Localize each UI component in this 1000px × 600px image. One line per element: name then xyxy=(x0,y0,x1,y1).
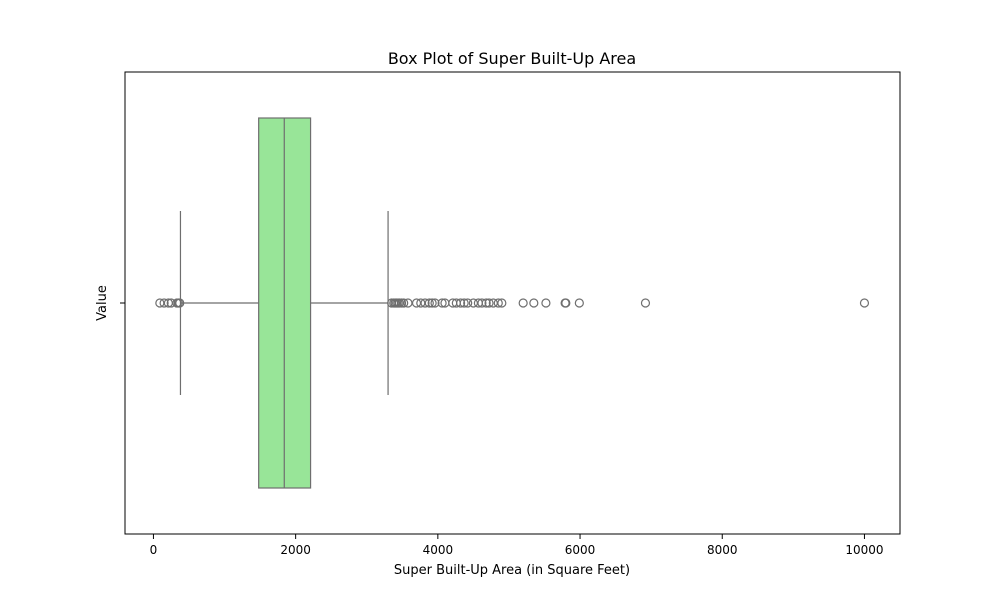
outlier-point xyxy=(541,298,551,308)
outlier-point xyxy=(477,298,487,308)
outlier-point xyxy=(437,298,447,308)
outlier-point xyxy=(420,298,430,308)
outlier-point xyxy=(493,298,503,308)
outlier-point xyxy=(481,298,491,308)
x-tick-label: 0 xyxy=(150,543,158,557)
outlier-point xyxy=(859,298,870,308)
outlier-point xyxy=(455,298,466,308)
outlier-point xyxy=(484,298,494,308)
x-axis: 0 2000 4000 6000 8000 10000 xyxy=(150,534,884,557)
box-plot-series xyxy=(179,117,389,489)
outlier-point xyxy=(175,298,185,308)
y-axis-label: Value xyxy=(95,285,110,321)
outlier-point xyxy=(427,298,437,308)
outlier-point xyxy=(424,298,434,308)
outlier-point xyxy=(497,298,507,308)
outlier-point xyxy=(529,298,539,308)
chart-title: Box Plot of Super Built-Up Area xyxy=(388,49,636,68)
outlier-point xyxy=(640,298,651,308)
x-tick-label: 8000 xyxy=(707,543,738,557)
outlier-point xyxy=(463,298,473,308)
x-axis-label: Super Built-Up Area (in Square Feet) xyxy=(394,563,630,578)
outlier-point xyxy=(430,298,440,308)
x-tick-label: 10000 xyxy=(845,543,883,557)
outlier-point xyxy=(574,298,584,308)
outlier-point xyxy=(459,298,469,308)
outlier-points xyxy=(155,298,870,308)
outlier-point xyxy=(399,298,409,308)
x-tick-label: 6000 xyxy=(565,543,596,557)
x-tick-label: 4000 xyxy=(423,543,454,557)
outlier-point xyxy=(518,298,528,308)
outlier-point xyxy=(561,298,571,308)
outlier-point xyxy=(159,298,169,308)
x-tick-label: 2000 xyxy=(280,543,311,557)
